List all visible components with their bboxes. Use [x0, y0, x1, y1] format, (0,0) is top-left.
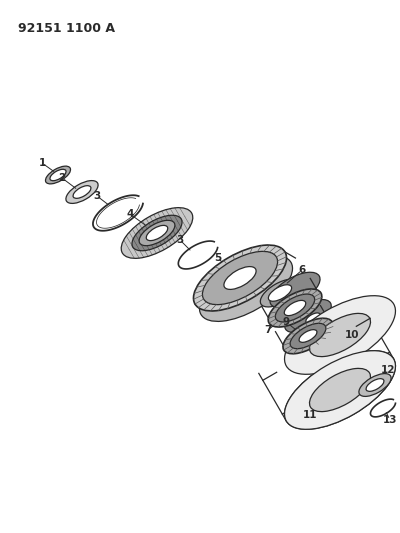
Ellipse shape	[310, 368, 370, 411]
Ellipse shape	[285, 300, 331, 333]
Ellipse shape	[312, 335, 358, 368]
Ellipse shape	[146, 225, 168, 240]
Ellipse shape	[275, 294, 315, 322]
Text: 12: 12	[381, 365, 395, 375]
Ellipse shape	[224, 266, 256, 289]
Ellipse shape	[283, 318, 333, 354]
Ellipse shape	[284, 296, 396, 374]
Ellipse shape	[300, 309, 326, 327]
Ellipse shape	[66, 181, 98, 204]
Text: 3: 3	[176, 235, 184, 245]
Ellipse shape	[366, 378, 384, 391]
Ellipse shape	[290, 324, 326, 349]
Ellipse shape	[202, 252, 278, 305]
Ellipse shape	[200, 255, 292, 321]
Text: 2: 2	[58, 173, 66, 183]
Ellipse shape	[268, 289, 322, 327]
Text: 13: 13	[383, 415, 397, 425]
Ellipse shape	[359, 374, 391, 397]
Ellipse shape	[121, 208, 193, 259]
Ellipse shape	[284, 351, 396, 429]
Text: 1: 1	[38, 158, 46, 168]
Ellipse shape	[284, 351, 396, 429]
Text: 4: 4	[126, 209, 134, 219]
Text: 92151 1100 A: 92151 1100 A	[18, 22, 115, 35]
Text: 6: 6	[298, 265, 306, 275]
Ellipse shape	[306, 313, 320, 323]
Text: 11: 11	[303, 410, 317, 420]
Ellipse shape	[310, 313, 370, 357]
Text: 3: 3	[93, 191, 101, 201]
Ellipse shape	[46, 166, 70, 184]
Ellipse shape	[270, 272, 320, 308]
Ellipse shape	[73, 185, 91, 198]
Ellipse shape	[284, 301, 306, 316]
Ellipse shape	[50, 169, 66, 181]
Ellipse shape	[139, 220, 175, 246]
Ellipse shape	[132, 215, 182, 251]
Ellipse shape	[268, 285, 292, 301]
Ellipse shape	[260, 279, 300, 307]
Text: 10: 10	[345, 330, 359, 340]
Ellipse shape	[322, 343, 348, 361]
Ellipse shape	[228, 276, 264, 301]
Text: 7: 7	[264, 325, 272, 335]
Ellipse shape	[299, 330, 317, 342]
Ellipse shape	[194, 245, 286, 311]
Text: 9: 9	[282, 317, 290, 327]
Text: 5: 5	[214, 253, 222, 263]
